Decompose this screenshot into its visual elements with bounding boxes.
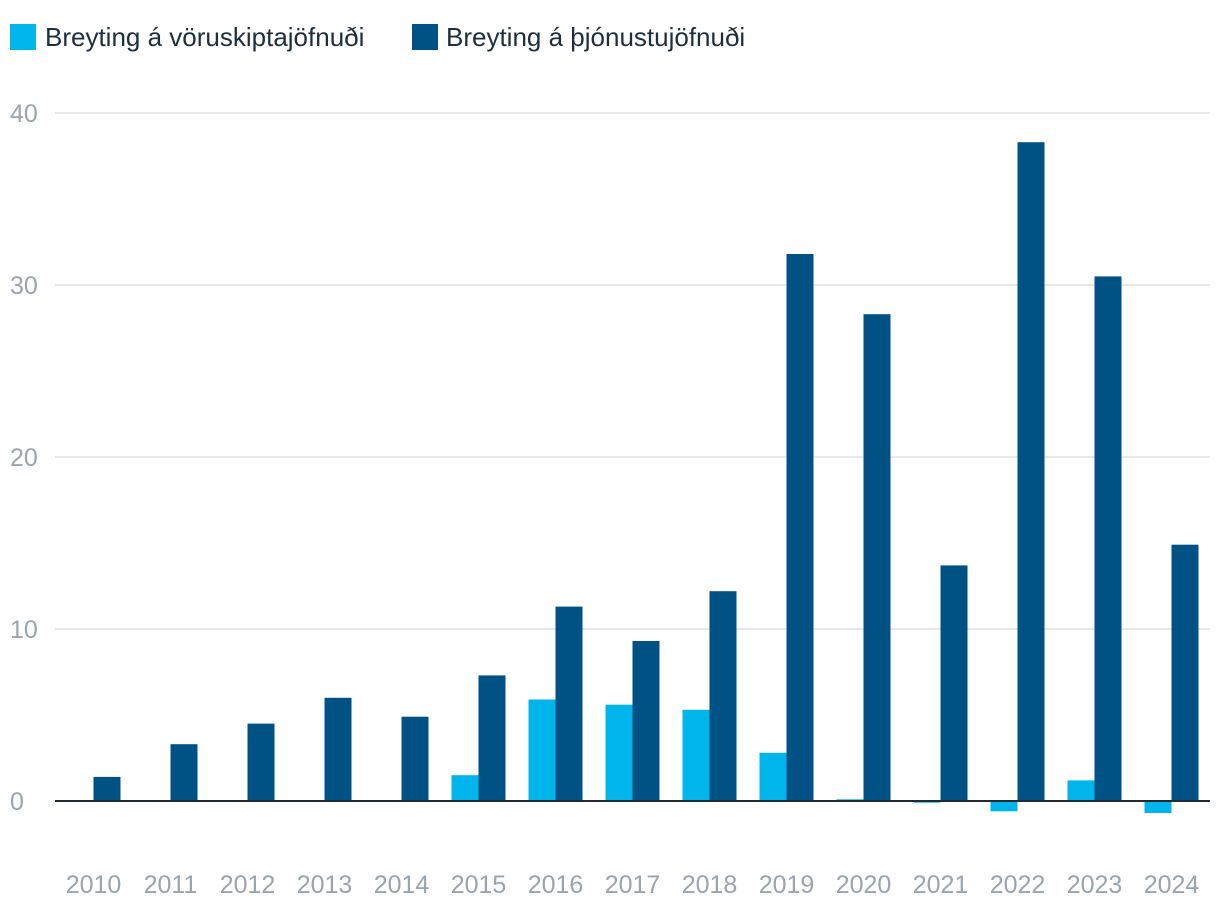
bar-series-1-2024[interactable] — [1171, 544, 1199, 801]
bar-series-1-2013[interactable] — [324, 697, 352, 801]
x-tick-label: 2020 — [836, 871, 892, 899]
bar-series-1-2014[interactable] — [401, 716, 429, 801]
x-tick-label: 2018 — [682, 871, 738, 899]
x-tick-label: 2021 — [913, 871, 969, 899]
legend-label: Breyting á þjónustujöfnuði — [446, 22, 745, 52]
x-tick-label: 2017 — [605, 871, 661, 899]
legend-item-1[interactable]: Breyting á þjónustujöfnuði — [412, 22, 745, 52]
x-tick-label: 2016 — [528, 871, 584, 899]
bar-series-1-2023[interactable] — [1094, 276, 1122, 801]
x-tick-label: 2023 — [1067, 871, 1123, 899]
legend-label: Breyting á vöruskiptajöfnuði — [45, 22, 364, 52]
bar-series-1-2016[interactable] — [555, 606, 583, 801]
bar-series-1-2019[interactable] — [786, 254, 814, 801]
bar-series-0-2018[interactable] — [682, 709, 710, 801]
legend: Breyting á vöruskiptajöfnuði Breyting á … — [10, 22, 745, 52]
bar-series-1-2012[interactable] — [247, 723, 275, 801]
x-tick-label: 2019 — [759, 871, 815, 899]
bar-series-0-2016[interactable] — [528, 699, 556, 802]
bar-series-1-2021[interactable] — [940, 565, 968, 801]
y-tick-label: 30 — [10, 272, 38, 300]
x-axis-ticks: 2010 2011 2012 2013 2014 2015 2016 2017 2018 2019… — [66, 871, 1200, 899]
bars — [93, 142, 1199, 813]
y-axis-ticks: 0 10 20 30 40 — [10, 100, 38, 816]
y-tick-label: 40 — [10, 100, 38, 128]
x-tick-label: 2010 — [66, 871, 122, 899]
bar-series-0-2017[interactable] — [605, 704, 633, 801]
bar-series-1-2010[interactable] — [93, 776, 121, 801]
bar-series-1-2011[interactable] — [170, 744, 198, 801]
bar-series-1-2017[interactable] — [632, 641, 660, 801]
legend-swatch — [10, 24, 36, 50]
bar-series-0-2015[interactable] — [451, 775, 479, 801]
legend-item-0[interactable]: Breyting á vöruskiptajöfnuði — [10, 22, 364, 52]
y-tick-label: 10 — [10, 616, 38, 644]
x-tick-label: 2024 — [1144, 871, 1200, 899]
bar-series-0-2023[interactable] — [1067, 780, 1095, 801]
bar-series-1-2015[interactable] — [478, 675, 506, 801]
x-tick-label: 2011 — [144, 871, 198, 899]
x-tick-label: 2022 — [990, 871, 1046, 899]
x-tick-label: 2013 — [297, 871, 353, 899]
bar-series-1-2018[interactable] — [709, 591, 737, 801]
x-tick-label: 2014 — [374, 871, 430, 899]
bar-series-1-2022[interactable] — [1017, 142, 1045, 801]
y-tick-label: 20 — [10, 444, 38, 472]
bar-series-0-2022[interactable] — [990, 801, 1018, 812]
bar-series-0-2019[interactable] — [759, 752, 787, 801]
x-tick-label: 2015 — [451, 871, 507, 899]
legend-swatch — [412, 24, 438, 50]
bar-series-0-2024[interactable] — [1144, 801, 1172, 813]
bar-series-1-2020[interactable] — [863, 314, 891, 801]
y-tick-label: 0 — [10, 788, 24, 816]
x-tick-label: 2012 — [220, 871, 276, 899]
